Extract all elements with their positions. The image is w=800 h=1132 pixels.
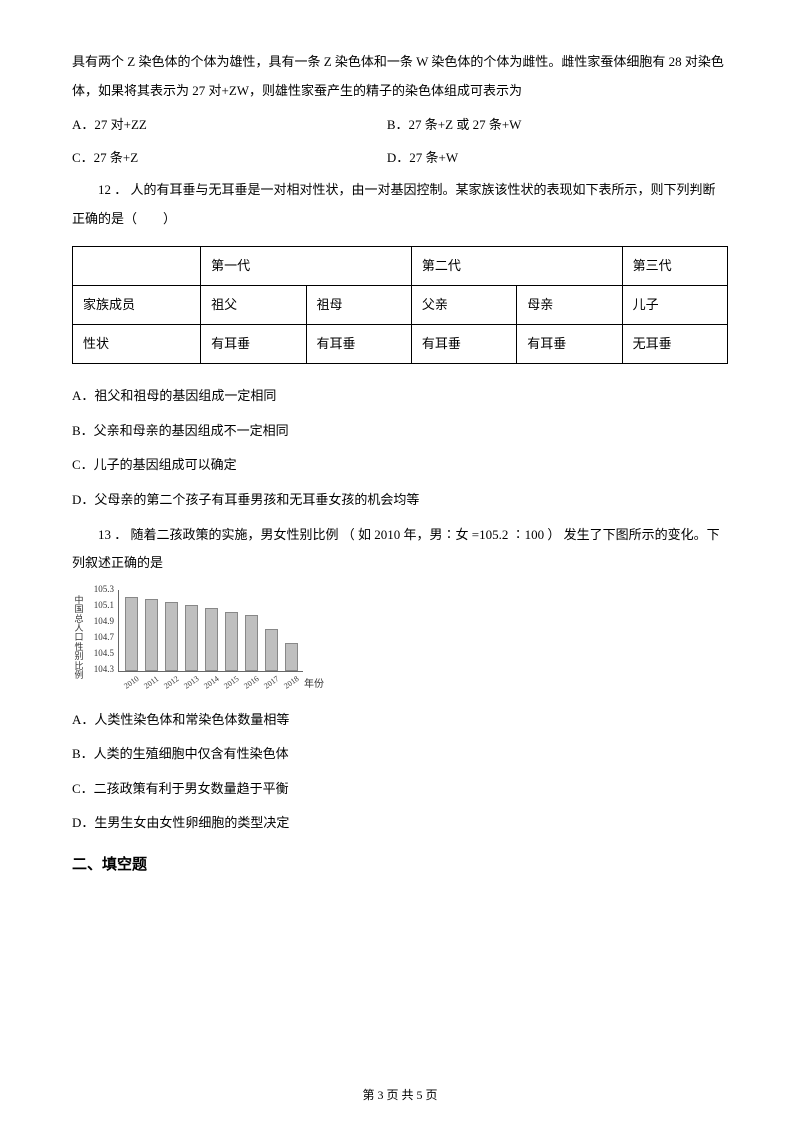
xtick-label: 2018 (280, 671, 303, 695)
q11-options-row2: C．27 条+Z D．27 条+W (72, 144, 728, 173)
chart-bar (145, 599, 158, 671)
q12-option-d: D．父母亲的第二个孩子有耳垂男孩和无耳垂女孩的机会均等 (72, 486, 728, 515)
cell-mother: 母亲 (517, 285, 622, 324)
cell-trait4: 有耳垂 (517, 324, 622, 363)
xtick-label: 2017 (260, 671, 283, 695)
q12-option-c: C．儿子的基因组成可以确定 (72, 451, 728, 480)
page-footer: 第 3 页 共 5 页 (0, 1082, 800, 1108)
q13-option-b: B．人类的生殖细胞中仅含有性染色体 (72, 740, 728, 769)
table-row: 家族成员 祖父 祖母 父亲 母亲 儿子 (73, 285, 728, 324)
q11-option-a: A．27 对+ZZ (72, 111, 387, 140)
cell-blank (73, 246, 201, 285)
chart-bar (125, 597, 138, 671)
chart-bar (185, 605, 198, 671)
cell-father: 父亲 (411, 285, 516, 324)
xtick-label: 2015 (220, 671, 243, 695)
xtick-label: 2011 (140, 671, 163, 694)
xtick-label: 2010 (120, 671, 143, 695)
cell-son: 儿子 (622, 285, 727, 324)
q11-option-d: D．27 条+W (387, 144, 728, 173)
table-row: 性状 有耳垂 有耳垂 有耳垂 有耳垂 无耳垂 (73, 324, 728, 363)
q11-option-c: C．27 条+Z (72, 144, 387, 173)
section-2-heading: 二、填空题 (72, 848, 728, 881)
cell-trait1: 有耳垂 (201, 324, 306, 363)
q13-option-a: A．人类性染色体和常染色体数量相等 (72, 706, 728, 735)
chart-bar (265, 629, 278, 671)
ytick: 104.3 (94, 660, 114, 680)
chart-ylabel: 中国总人口性别比例 (72, 596, 86, 681)
q11-option-b: B．27 条+Z 或 27 条+W (387, 111, 728, 140)
cell-trait2: 有耳垂 (306, 324, 411, 363)
q12-table: 第一代 第二代 第三代 家族成员 祖父 祖母 父亲 母亲 儿子 性状 有耳垂 有… (72, 246, 728, 365)
cell-trait-label: 性状 (73, 324, 201, 363)
q13-stem: 13 ． 随着二孩政策的实施，男女性别比例 （ 如 2010 年，男∶女 =10… (72, 521, 728, 578)
chart-xlabels: 201020112012201320142015201620172018 (118, 672, 313, 690)
q11-options-row1: A．27 对+ZZ B．27 条+Z 或 27 条+W (72, 111, 728, 140)
q13-chart: 中国总人口性别比例 105.3 105.1 104.9 104.7 104.5 … (72, 586, 327, 696)
table-row: 第一代 第二代 第三代 (73, 246, 728, 285)
chart-plot-area (118, 590, 303, 672)
chart-yaxis: 105.3 105.1 104.9 104.7 104.5 104.3 (88, 586, 116, 676)
cell-gen2: 第二代 (411, 246, 622, 285)
chart-bar (165, 602, 178, 671)
q13-option-d: D．生男生女由女性卵细胞的类型决定 (72, 809, 728, 838)
cell-member-label: 家族成员 (73, 285, 201, 324)
cell-trait3: 有耳垂 (411, 324, 516, 363)
chart-bar (285, 643, 298, 671)
q11-continued-text: 具有两个 Z 染色体的个体为雄性，具有一条 Z 染色体和一条 W 染色体的个体为… (72, 48, 728, 105)
xtick-label: 2013 (180, 671, 203, 695)
cell-grandfather: 祖父 (201, 285, 306, 324)
q13-option-c: C．二孩政策有利于男女数量趋于平衡 (72, 775, 728, 804)
chart-bar (245, 615, 258, 671)
xtick-label: 2016 (240, 671, 263, 695)
cell-trait5: 无耳垂 (622, 324, 727, 363)
chart-bar (225, 612, 238, 671)
cell-gen1: 第一代 (201, 246, 412, 285)
chart-bar (205, 608, 218, 670)
q12-option-a: A．祖父和祖母的基因组成一定相同 (72, 382, 728, 411)
q12-option-b: B．父亲和母亲的基因组成不一定相同 (72, 417, 728, 446)
cell-gen3: 第三代 (622, 246, 727, 285)
xtick-label: 2014 (200, 671, 223, 695)
xtick-label: 2012 (160, 671, 183, 695)
cell-grandmother: 祖母 (306, 285, 411, 324)
chart-xtitle: 年份 (304, 674, 324, 696)
q12-stem: 12 ． 人的有耳垂与无耳垂是一对相对性状，由一对基因控制。某家族该性状的表现如… (72, 176, 728, 233)
